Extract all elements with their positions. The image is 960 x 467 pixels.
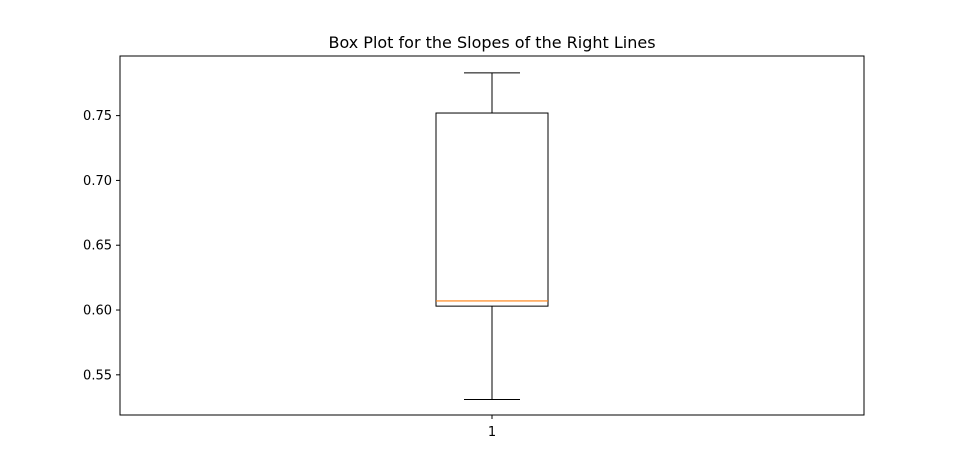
axes-frame (119, 55, 865, 416)
y-tick-label: 0.70 (83, 174, 112, 189)
iqr-box (435, 112, 549, 307)
chart-title: Box Plot for the Slopes of the Right Lin… (328, 33, 655, 52)
y-tick-label: 0.55 (83, 368, 112, 383)
y-tick-label: 0.65 (83, 239, 112, 254)
y-tick-label: 0.75 (83, 109, 112, 124)
plot-area: 0.55 0.60 0.65 0.70 0.75 1 (83, 72, 549, 440)
x-tick-label: 1 (488, 425, 496, 440)
y-tick-label: 0.60 (83, 304, 112, 319)
